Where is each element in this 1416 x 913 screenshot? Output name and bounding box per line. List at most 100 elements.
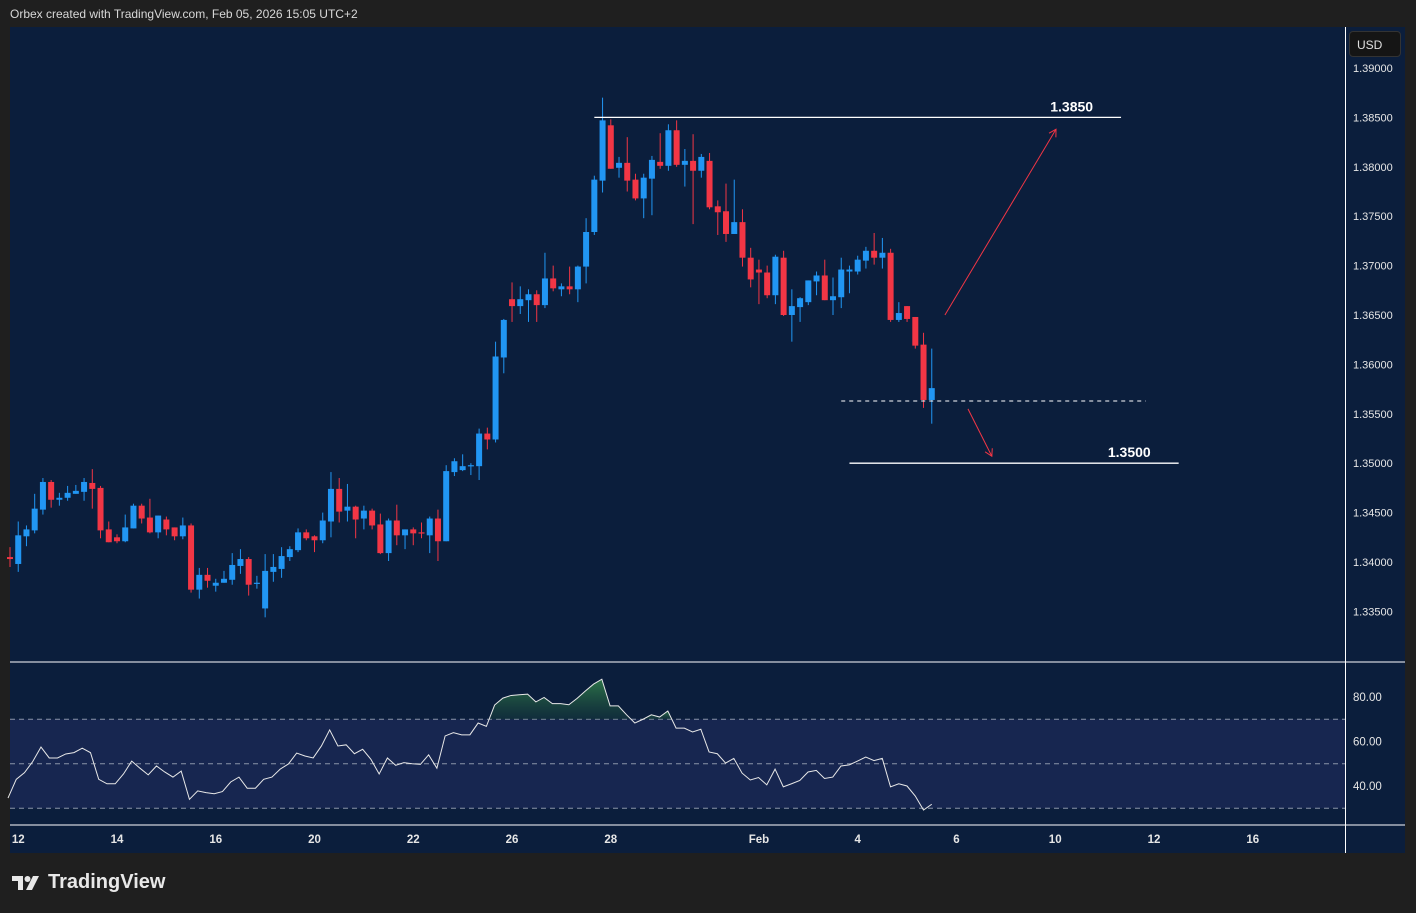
candle-body (105, 529, 112, 543)
trend-arrow (944, 128, 1057, 316)
candle-body (517, 299, 524, 307)
candle-bullish (451, 458, 458, 477)
candle-body (369, 510, 376, 526)
candle-bearish (377, 513, 384, 555)
candle-bearish (714, 200, 721, 235)
candle-body (81, 481, 88, 492)
candle-body (780, 257, 787, 315)
rsi-axis[interactable]: 80.00 60.00 40.00 (1353, 692, 1382, 793)
candle-body (451, 461, 458, 473)
candle-bearish (673, 120, 680, 167)
candle-body (237, 559, 244, 566)
candle-body (443, 471, 450, 542)
candle-bearish (780, 250, 787, 316)
candle-bullish (772, 254, 779, 305)
candle-body (657, 161, 664, 166)
candle-bullish (220, 570, 227, 583)
candle-bearish (48, 479, 55, 508)
candle-body (632, 179, 639, 199)
candle-bullish (681, 149, 688, 187)
candle-body (295, 532, 302, 551)
candle-bullish (830, 277, 836, 315)
rsi-overbought-fill (489, 679, 632, 720)
candle-bearish (912, 316, 919, 349)
candle-body (616, 162, 623, 168)
time-tick-label: 16 (209, 834, 222, 846)
candle-bullish (64, 485, 71, 501)
currency-badge[interactable]: USD (1349, 31, 1401, 57)
candle-bearish (533, 290, 540, 322)
candle-bullish (229, 553, 236, 585)
candle-bullish (426, 516, 433, 554)
candle-body (286, 549, 293, 558)
candle-bearish (509, 282, 516, 322)
candle-body (377, 524, 384, 554)
candle-bullish (81, 478, 88, 501)
candle-body (31, 508, 38, 531)
candle-bullish (443, 465, 450, 542)
candle-series (7, 97, 935, 618)
candle-body (39, 481, 46, 510)
rsi-tick-label: 60.00 (1353, 737, 1382, 749)
candle-body (196, 574, 203, 590)
candle-bearish (632, 173, 639, 201)
candle-body (146, 517, 153, 533)
candle-body (673, 130, 680, 165)
candle-body (830, 296, 836, 301)
candle-bullish (179, 517, 186, 540)
candle-bearish (434, 509, 441, 562)
candle-bearish (171, 527, 178, 541)
candle-body (854, 259, 861, 272)
candle-bearish (550, 265, 557, 292)
candle-bullish (640, 173, 647, 219)
candle-bullish (500, 318, 507, 374)
candle-body (813, 275, 820, 282)
candle-body (56, 497, 63, 500)
candle-bullish (253, 575, 260, 589)
candle-body (385, 520, 392, 554)
candle-body (681, 160, 688, 165)
price-tick-label: 1.37500 (1353, 211, 1393, 223)
candle-body (607, 125, 614, 169)
candle-bullish (665, 124, 672, 171)
candle-bullish (459, 454, 466, 472)
candle-body (212, 582, 219, 586)
tradingview-logo[interactable]: TradingView (12, 871, 165, 894)
candle-body (360, 510, 367, 519)
price-tick-label: 1.33500 (1353, 606, 1393, 618)
candle-body (648, 159, 655, 179)
time-axis[interactable]: 12 14 16 20 22 26 28 Feb 4 6 10 12 16 (12, 834, 1259, 846)
price-tick-label: 1.37000 (1353, 261, 1393, 273)
candle-body (278, 556, 285, 569)
price-tick-label: 1.39000 (1353, 63, 1393, 75)
candle-body (23, 529, 30, 537)
candle-bullish (648, 155, 655, 216)
price-axis[interactable]: 1.39000 1.38500 1.38000 1.37500 1.37000 1.365… (1353, 63, 1393, 618)
candle-bearish (303, 529, 310, 541)
candle-bearish (887, 248, 894, 322)
candle-body (262, 570, 269, 609)
candle-body (574, 266, 581, 290)
candle-bearish (97, 485, 104, 539)
candle-bullish (492, 341, 499, 443)
candle-bullish (591, 175, 598, 235)
candle-bearish (7, 547, 13, 567)
candle-body (541, 278, 548, 306)
price-tick-label: 1.34000 (1353, 557, 1393, 569)
candle-body (887, 252, 894, 320)
drawing-annotations[interactable]: 1.3850 1.3500 (594, 98, 1179, 464)
candle-bullish (599, 97, 606, 193)
rsi-tick-label: 80.00 (1353, 692, 1382, 704)
candle-bearish (138, 503, 145, 524)
candle-body (912, 316, 919, 346)
candle-body (788, 306, 795, 315)
rsi-pane (7, 678, 933, 811)
candle-body (97, 487, 104, 531)
candle-bullish (319, 512, 326, 544)
price-tick-label: 1.36000 (1353, 359, 1393, 371)
tradingview-brand: TradingView (48, 871, 166, 893)
candle-body (434, 518, 441, 542)
tradingview-logo-icon (12, 875, 39, 890)
candle-bullish (295, 528, 302, 553)
